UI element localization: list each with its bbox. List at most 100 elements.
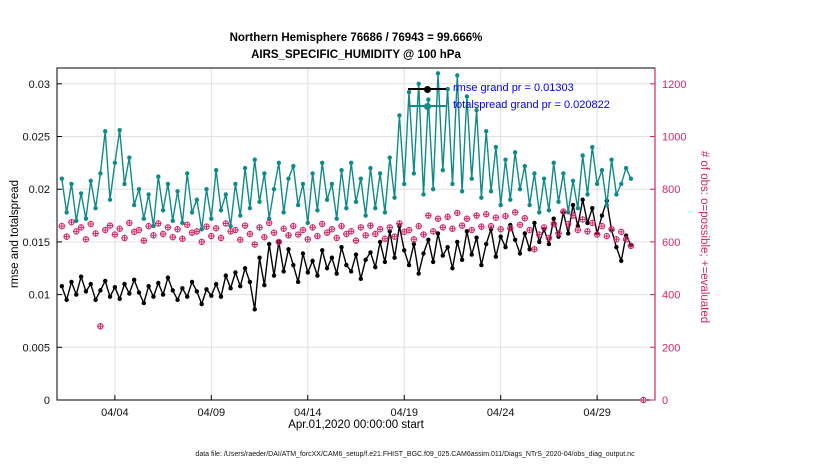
plot-box xyxy=(56,67,656,401)
rmse-marker xyxy=(257,255,262,260)
rmse-marker xyxy=(252,307,257,312)
totalspread-marker xyxy=(98,171,103,176)
rmse-marker xyxy=(146,283,151,289)
rmse-marker xyxy=(271,273,277,278)
chart-title: Northern Hemisphere 76686 / 76943 = 99.6… xyxy=(57,30,655,64)
totalspread-marker xyxy=(228,223,233,229)
totalspread-marker xyxy=(175,189,180,194)
totalspread-marker xyxy=(469,176,474,181)
totalspread-marker xyxy=(131,202,137,208)
totalspread-marker xyxy=(363,213,368,218)
rmse-marker xyxy=(281,269,286,274)
totalspread-marker xyxy=(160,208,166,213)
right-tick-label: 800 xyxy=(662,184,680,196)
rmse-marker xyxy=(358,276,364,281)
totalspread-marker xyxy=(156,174,161,179)
rmse-marker xyxy=(266,241,272,247)
rmse-marker xyxy=(334,271,339,276)
rmse-marker xyxy=(435,231,441,236)
rmse-marker xyxy=(228,286,233,291)
totalspread-marker xyxy=(117,127,122,133)
rmse-marker xyxy=(141,300,147,306)
right-tick-label: 400 xyxy=(662,290,680,302)
rmse-marker xyxy=(88,281,93,287)
totalspread-marker xyxy=(122,181,127,187)
totalspread-marker xyxy=(238,213,243,218)
rmse-marker xyxy=(189,279,195,285)
rmse-marker xyxy=(69,279,74,285)
totalspread-marker xyxy=(512,150,518,155)
rmse-marker xyxy=(411,241,417,247)
totalspread-marker xyxy=(628,176,634,181)
chart-title-line1: Northern Hemisphere 76686 / 76943 = 99.6… xyxy=(229,32,483,44)
rmse-marker xyxy=(324,266,330,271)
totalspread-marker xyxy=(397,113,402,118)
totalspread-marker xyxy=(146,192,151,197)
rmse-marker xyxy=(112,285,118,290)
rmse-marker xyxy=(599,213,605,218)
rmse-marker xyxy=(590,205,595,211)
totalspread-marker xyxy=(281,210,286,215)
rmse-marker xyxy=(204,287,209,292)
totalspread-marker xyxy=(315,208,320,213)
totalspread-marker xyxy=(112,160,118,166)
totalspread-marker xyxy=(320,160,325,166)
totalspread-marker xyxy=(551,160,556,166)
rmse-marker xyxy=(218,294,224,299)
totalspread-marker xyxy=(59,176,65,181)
rmse-marker xyxy=(570,202,576,208)
rmse-marker xyxy=(493,254,499,259)
rmse-marker xyxy=(194,289,200,294)
totalspread-marker xyxy=(266,216,272,221)
rmse-marker xyxy=(469,252,474,257)
rmse-marker xyxy=(585,220,590,226)
totalspread-marker xyxy=(310,171,315,176)
rmse-marker xyxy=(136,290,142,295)
rmse-marker xyxy=(122,281,127,287)
totalspread-marker xyxy=(426,97,431,102)
rmse-marker xyxy=(78,274,84,279)
rmse-marker xyxy=(464,229,470,234)
totalspread-marker xyxy=(223,192,228,197)
totalspread-marker xyxy=(204,187,209,192)
rmse-marker xyxy=(83,289,89,294)
rmse-marker xyxy=(315,273,320,278)
totalspread-marker xyxy=(305,220,310,226)
totalspread-marker xyxy=(479,195,484,200)
totalspread-marker xyxy=(233,181,238,187)
totalspread-marker xyxy=(440,168,446,173)
rmse-marker xyxy=(131,277,137,283)
totalspread-line-sample xyxy=(408,102,446,110)
totalspread-marker xyxy=(556,199,561,205)
x-tick-label: 04/19 xyxy=(390,407,418,419)
rmse-marker xyxy=(377,239,383,245)
rmse-marker xyxy=(64,297,69,303)
totalspread-marker xyxy=(242,165,248,171)
totalspread-marker xyxy=(165,181,171,187)
totalspread-marker xyxy=(373,205,378,211)
totalspread-marker xyxy=(141,216,147,221)
totalspread-marker xyxy=(262,171,267,176)
totalspread-marker xyxy=(74,218,79,224)
rmse-marker xyxy=(151,294,156,299)
totalspread-marker xyxy=(107,197,113,202)
rmse-marker xyxy=(551,216,556,221)
right-tick-label: 0 xyxy=(662,395,668,407)
x-tick-label: 04/14 xyxy=(294,407,322,419)
totalspread-marker xyxy=(382,210,388,215)
rmse-marker xyxy=(247,279,253,285)
rmse-marker xyxy=(580,197,585,202)
left-tick-label: 0.01 xyxy=(29,290,50,302)
totalspread-marker xyxy=(136,187,142,192)
right-tick-label: 1200 xyxy=(662,79,686,91)
rmse-marker xyxy=(619,258,624,264)
left-tick-label: 0 xyxy=(44,395,50,407)
rmse-marker xyxy=(320,248,325,253)
totalspread-marker xyxy=(324,197,330,202)
totalspread-marker xyxy=(435,71,441,76)
rmse-marker xyxy=(498,234,503,239)
rmse-marker xyxy=(402,248,407,253)
left-tick-label: 0.005 xyxy=(22,342,50,354)
totalspread-marker xyxy=(416,81,421,87)
